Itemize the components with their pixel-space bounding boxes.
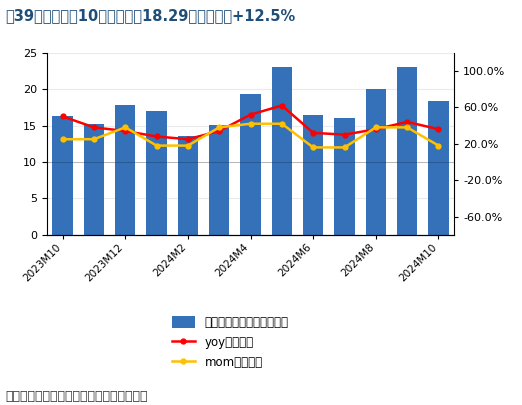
Text: 数据来源：京基智农公告、开源证券研究所: 数据来源：京基智农公告、开源证券研究所 [5, 390, 148, 403]
Bar [84, 124, 104, 235]
Bar [177, 136, 198, 235]
Bar [365, 89, 386, 235]
Bar [146, 111, 167, 235]
Bar [334, 117, 355, 235]
Bar [209, 125, 229, 235]
Text: 图39：京基智农10月销售生猪18.29万头，同比+12.5%: 图39：京基智农10月销售生猪18.29万头，同比+12.5% [5, 8, 295, 23]
Bar [52, 116, 73, 235]
Bar [115, 105, 136, 235]
Bar [303, 115, 324, 235]
Bar [397, 67, 418, 235]
Bar [428, 102, 448, 235]
Bar [271, 67, 292, 235]
Bar [240, 94, 260, 235]
Legend: 生猪出栏量（万头，左轴）, yoy（右轴）, mom（右轴）: 生猪出栏量（万头，左轴）, yoy（右轴）, mom（右轴） [166, 310, 294, 375]
